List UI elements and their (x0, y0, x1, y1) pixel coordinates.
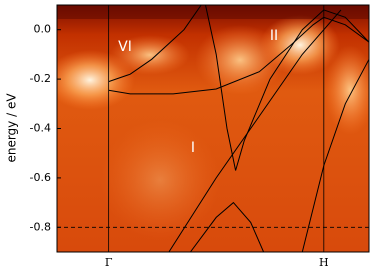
annotation: II (270, 28, 278, 44)
y-axis-label: energy / eV (5, 93, 19, 163)
band-line (205, 5, 369, 171)
band-line (108, 5, 202, 83)
y-tick-label: -0.2 (30, 72, 51, 85)
annotation: VI (118, 39, 132, 55)
y-tick-label: -0.6 (30, 171, 51, 184)
band-line (189, 201, 265, 252)
x-tick-label: H (319, 256, 329, 269)
y-tick-label: -0.4 (30, 122, 51, 135)
y-tick-label: 0.0 (34, 23, 52, 36)
y-tick-label: -0.8 (30, 220, 51, 233)
band-line (301, 59, 369, 252)
annotation: I (191, 140, 195, 156)
intensity-map (57, 5, 369, 252)
x-tick-label: Γ (105, 256, 113, 269)
plot-lines (108, 5, 369, 252)
band-line (108, 16, 369, 95)
band-line (168, 9, 342, 252)
